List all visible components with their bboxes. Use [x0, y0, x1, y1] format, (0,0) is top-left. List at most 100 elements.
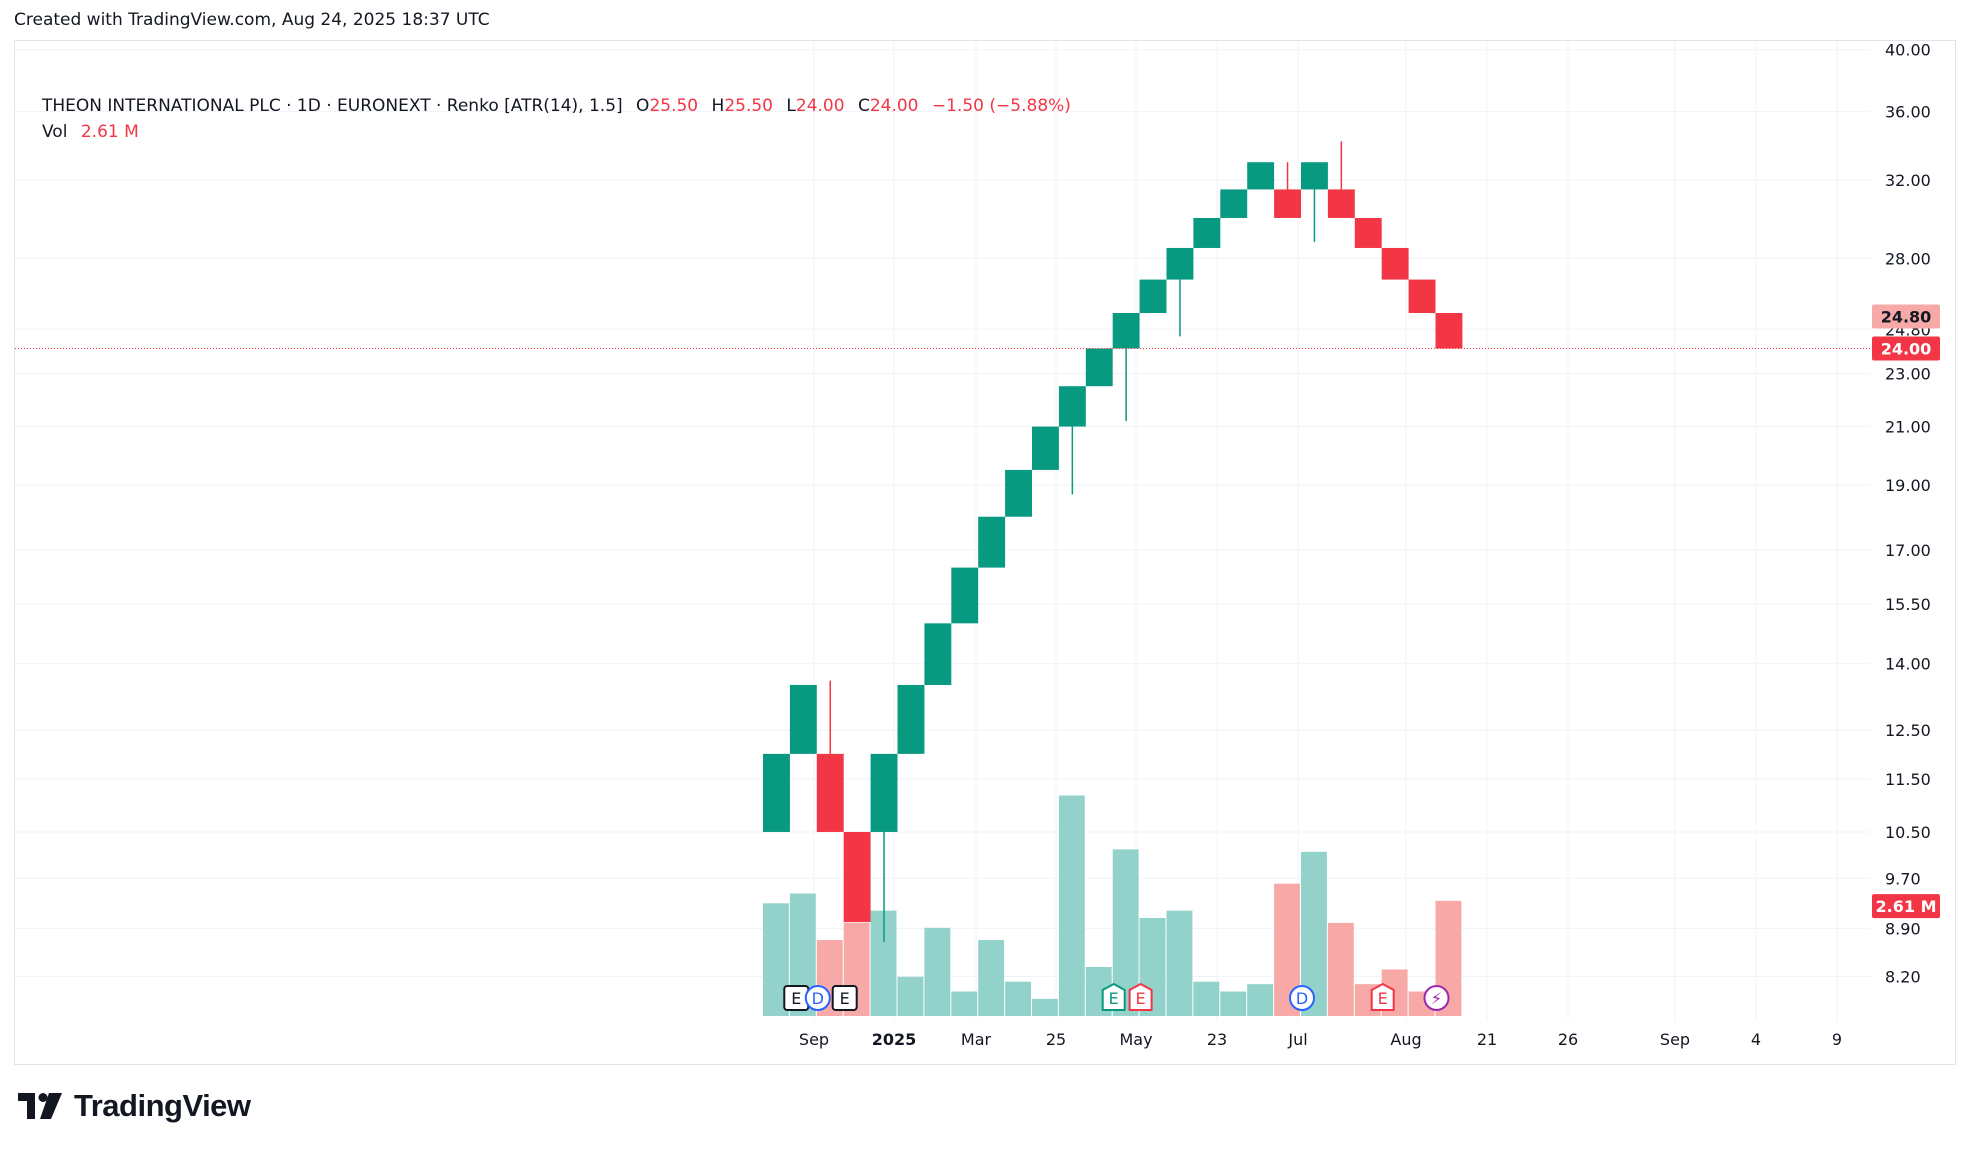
- renko-brick-down[interactable]: [1327, 189, 1355, 218]
- time-tick-label: 21: [1477, 1030, 1497, 1049]
- time-tick-label: 9: [1832, 1030, 1842, 1049]
- renko-brick-up[interactable]: [870, 753, 898, 832]
- tradingview-brand: TradingView: [74, 1088, 251, 1123]
- renko-brick-up[interactable]: [1166, 247, 1194, 280]
- time-tick-label: Jul: [1287, 1030, 1307, 1049]
- renko-brick-up[interactable]: [1193, 217, 1221, 248]
- volume-bar: [1032, 998, 1058, 1016]
- volume-bar: [1327, 922, 1354, 1016]
- chart-frame[interactable]: 40.00 36.00 32.00 28.00 24.80 23.00 21.00 19.00…: [14, 40, 1956, 1065]
- renko-brick-up[interactable]: [1085, 348, 1113, 387]
- time-tick-label: 4: [1751, 1030, 1761, 1049]
- chart-legend: THEON INTERNATIONAL PLC · 1D · EURONEXT …: [42, 93, 1071, 145]
- split-event-marker[interactable]: [1423, 985, 1450, 1011]
- renko-brick-down[interactable]: [843, 831, 871, 923]
- volume-bar: [1005, 981, 1031, 1016]
- time-tick-label: 25: [1046, 1030, 1066, 1049]
- price-tick-label: 23.00: [1885, 364, 1931, 383]
- event-marker-letter: D: [812, 989, 824, 1008]
- price-tick-label: 40.00: [1885, 41, 1931, 60]
- renko-brick-up[interactable]: [763, 753, 790, 832]
- renko-brick-up[interactable]: [1139, 279, 1167, 314]
- renko-brick-up[interactable]: [1220, 189, 1248, 218]
- renko-brick-up[interactable]: [978, 516, 1006, 568]
- volume-bar: [978, 940, 1005, 1016]
- renko-brick-up[interactable]: [1112, 313, 1140, 349]
- renko-brick-down[interactable]: [1435, 313, 1463, 349]
- prev-price-label-bg: [1872, 304, 1940, 329]
- renko-brick-up[interactable]: [924, 623, 952, 685]
- event-marker-letter: ⚡: [1431, 989, 1442, 1008]
- price-tick-label: 28.00: [1885, 249, 1931, 268]
- earnings-event-marker[interactable]: [831, 985, 858, 1011]
- legend-low-label: L: [786, 96, 796, 116]
- event-marker-letter: E: [1109, 989, 1119, 1008]
- renko-brick-up[interactable]: [789, 684, 817, 754]
- renko-brick-down[interactable]: [1408, 279, 1436, 314]
- time-tick-label: Sep: [1660, 1030, 1690, 1049]
- renko-brick-up[interactable]: [951, 567, 979, 624]
- renko-brick-down[interactable]: [1274, 189, 1301, 218]
- renko-brick-up[interactable]: [1005, 469, 1032, 517]
- legend-low-value: 24.00: [795, 96, 845, 116]
- renko-brick-up[interactable]: [1058, 386, 1086, 427]
- volume-bar: [1166, 910, 1193, 1016]
- renko-brick-up[interactable]: [1032, 426, 1059, 470]
- prev-price-label: 24.80: [1881, 307, 1932, 326]
- legend-volume-row: Vol 2.61 M: [42, 119, 1071, 145]
- price-tick-label: 11.50: [1885, 770, 1931, 789]
- renko-brick-down[interactable]: [1354, 217, 1382, 248]
- price-tick-label: 19.00: [1885, 476, 1931, 495]
- renko-brick-up[interactable]: [1247, 162, 1275, 190]
- legend-close-value: 24.00: [869, 96, 919, 116]
- legend-open-label: O: [636, 96, 650, 116]
- event-marker-letter: E: [840, 989, 850, 1008]
- legend-price-row: THEON INTERNATIONAL PLC · 1D · EURONEXT …: [42, 93, 1071, 119]
- legend-close-label: C: [857, 96, 870, 116]
- tradingview-logo-icon: [18, 1093, 62, 1119]
- tradingview-logo[interactable]: TradingView: [18, 1088, 251, 1124]
- dividend-event-marker[interactable]: [804, 985, 831, 1011]
- renko-brick-up[interactable]: [1301, 162, 1328, 190]
- price-tick-label: 8.20: [1885, 968, 1921, 987]
- legend-high-label: H: [711, 96, 725, 116]
- volume-bar: [1220, 991, 1247, 1016]
- price-tick-label: 9.70: [1885, 869, 1921, 888]
- time-tick-label: Mar: [961, 1030, 992, 1049]
- dividend-event-marker[interactable]: [1289, 985, 1315, 1011]
- legend-symbol[interactable]: THEON INTERNATIONAL PLC · 1D · EURONEXT …: [42, 96, 623, 116]
- price-tick-label: 32.00: [1885, 171, 1931, 190]
- legend-open-value: 25.50: [649, 96, 699, 116]
- time-tick-label: Sep: [799, 1030, 829, 1049]
- last-price-label: 24.00: [1881, 339, 1932, 358]
- price-tick-label: 12.50: [1885, 721, 1931, 740]
- renko-brick-down[interactable]: [1381, 247, 1409, 280]
- earnings-event-marker[interactable]: [1370, 982, 1395, 1011]
- renko-chart[interactable]: 40.00 36.00 32.00 28.00 24.80 23.00 21.00 19.00…: [15, 41, 1957, 1066]
- volume-price-label-bg: [1872, 894, 1940, 919]
- time-tick-label: Aug: [1390, 1030, 1421, 1049]
- price-tick-label: 21.00: [1885, 418, 1931, 437]
- renko-brick-down[interactable]: [816, 753, 844, 832]
- price-tick-label: 10.50: [1885, 823, 1931, 842]
- created-with-text: Created with TradingView.com, Aug 24, 20…: [14, 10, 490, 30]
- event-marker-letter: E: [1378, 989, 1388, 1008]
- event-marker-letter: D: [1296, 989, 1308, 1008]
- event-marker-letter: E: [791, 989, 801, 1008]
- price-tick-label: 15.50: [1885, 595, 1931, 614]
- time-tick-label: May: [1119, 1030, 1152, 1049]
- volume-bar: [1058, 795, 1085, 1016]
- volume-bar: [1193, 981, 1220, 1016]
- price-tick-label: 14.00: [1885, 655, 1931, 674]
- volume-bar: [924, 927, 951, 1016]
- earnings-event-marker[interactable]: [1101, 982, 1126, 1011]
- volume-bar: [897, 976, 924, 1016]
- event-marker-letter: E: [1136, 989, 1146, 1008]
- earnings-event-marker[interactable]: [1128, 982, 1153, 1011]
- time-tick-label: 23: [1207, 1030, 1227, 1049]
- last-price-label-bg: [1872, 336, 1940, 361]
- volume-bar: [951, 991, 978, 1016]
- renko-brick-up[interactable]: [897, 684, 925, 754]
- legend-vol-label[interactable]: Vol: [42, 122, 68, 142]
- time-tick-label: 2025: [872, 1030, 917, 1049]
